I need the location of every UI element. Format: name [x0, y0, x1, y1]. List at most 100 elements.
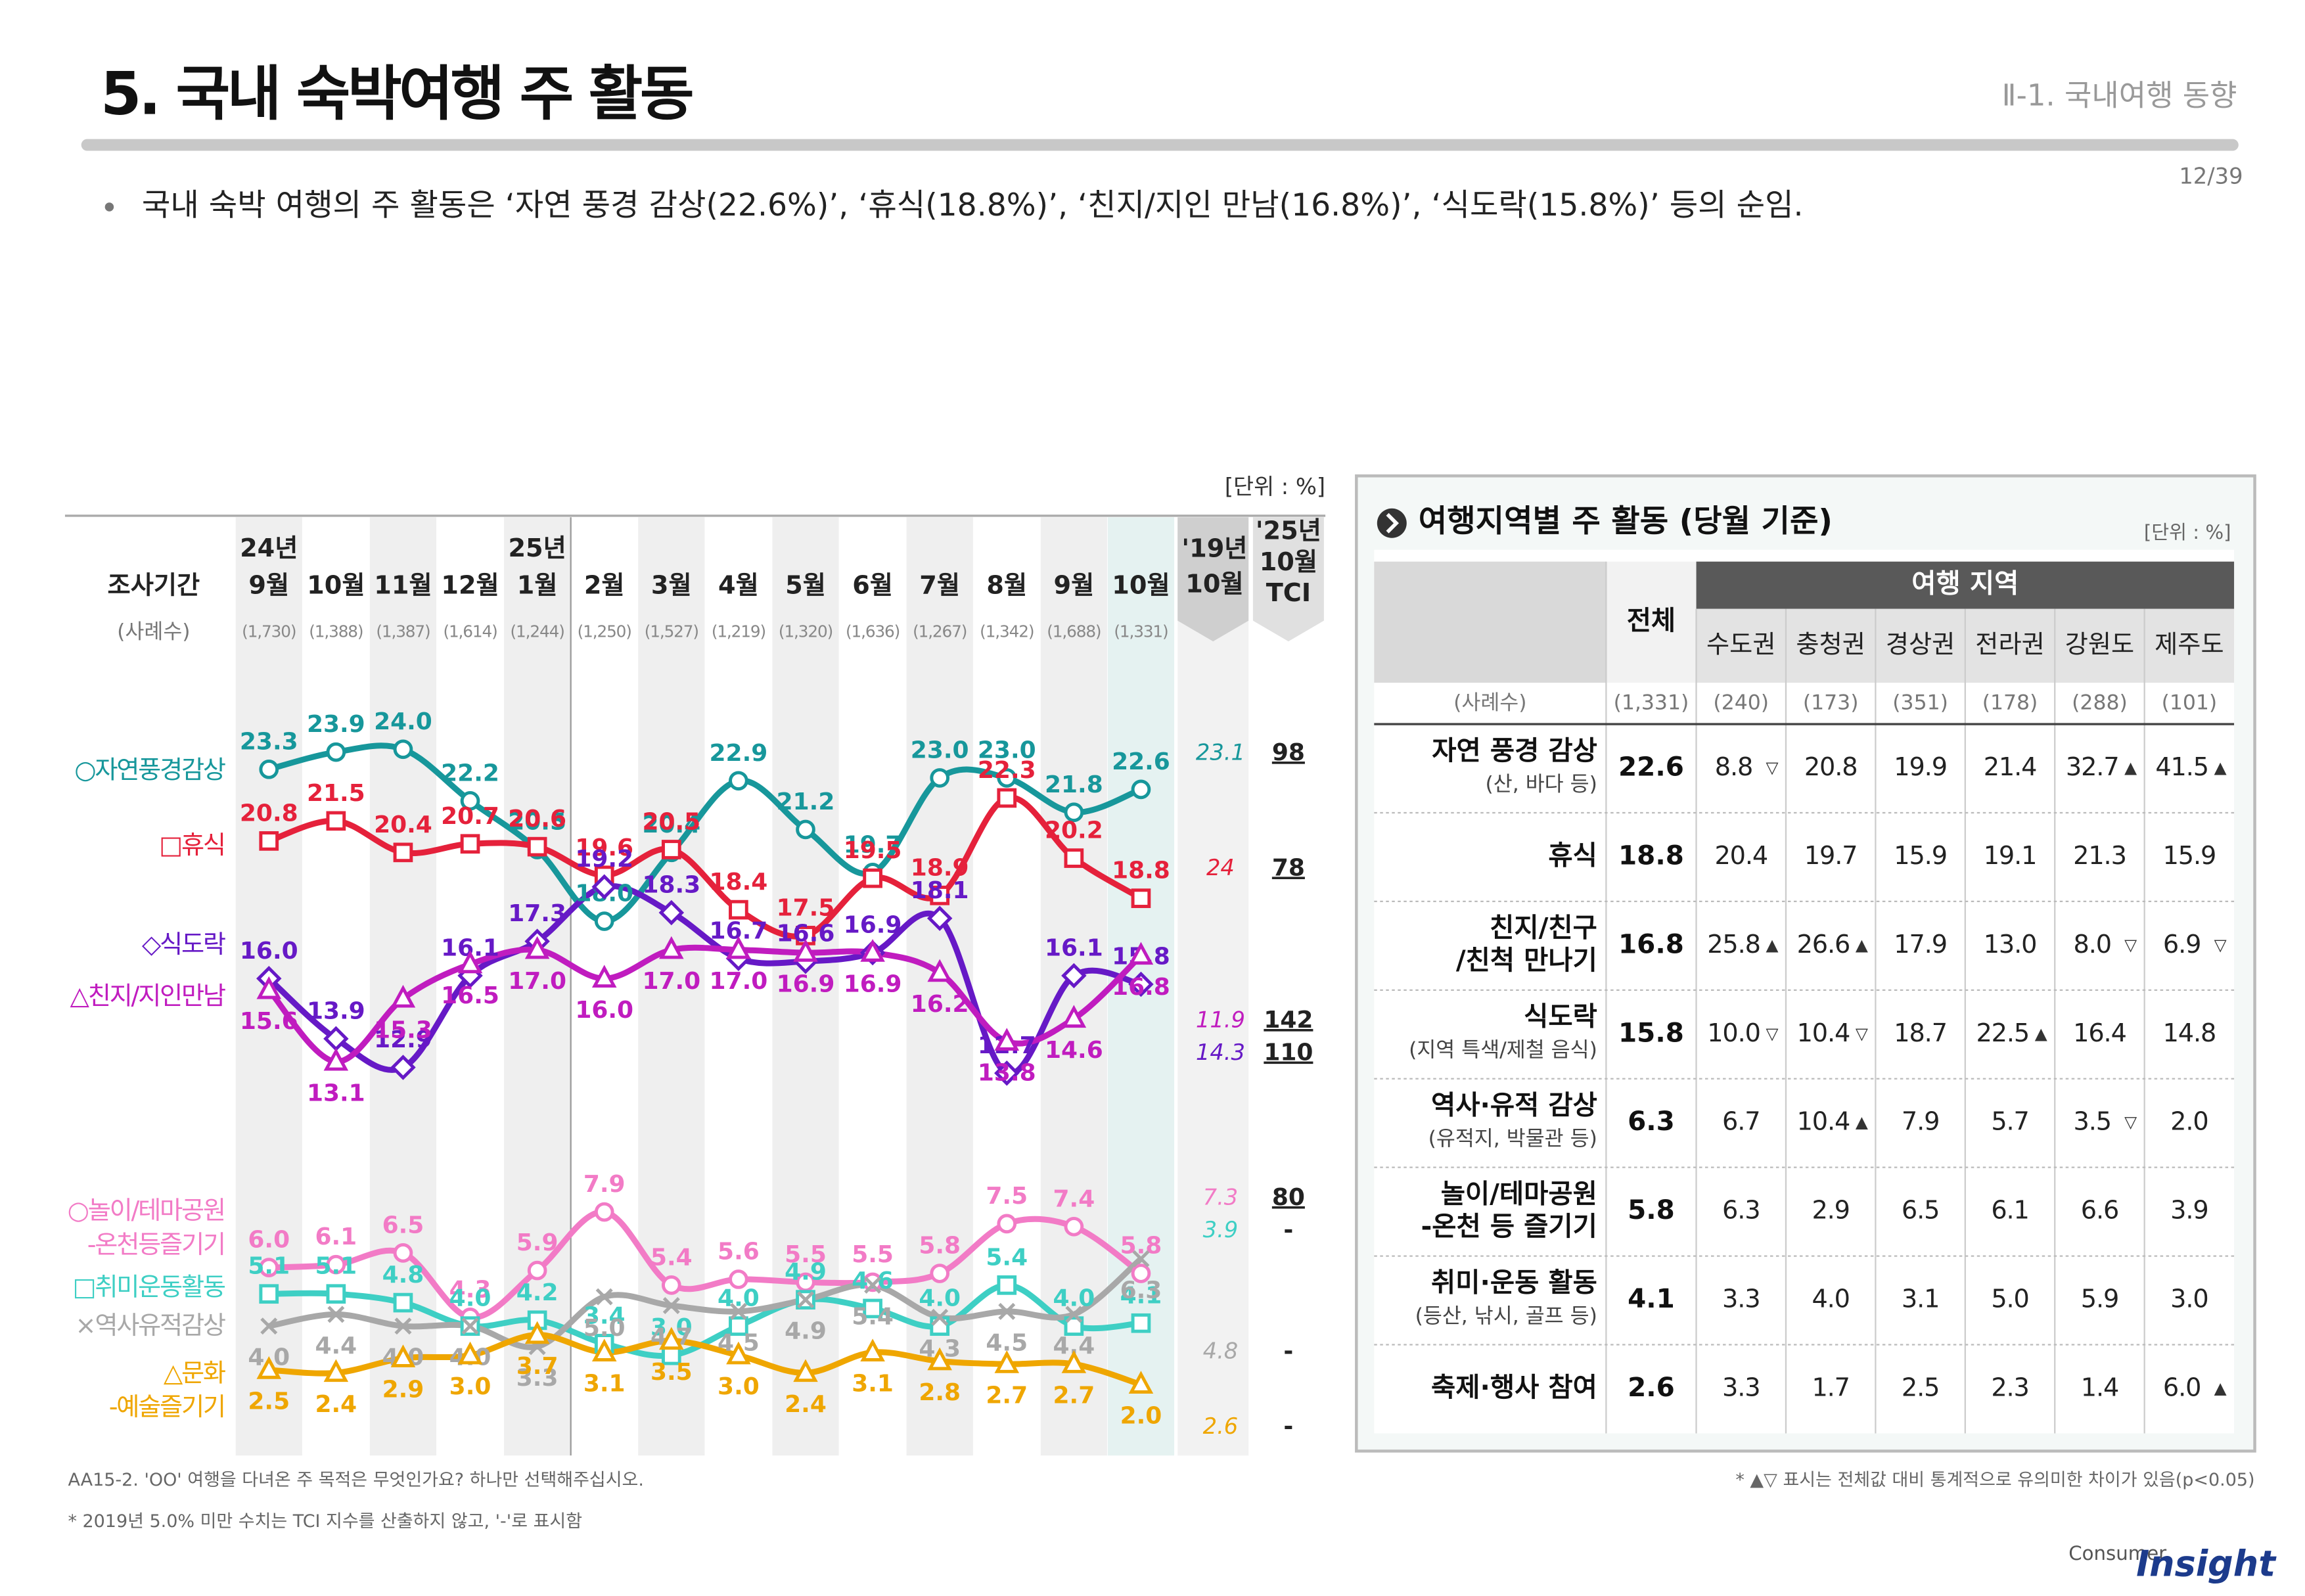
data-label: 4.4	[315, 1333, 357, 1359]
data-label: 18.3	[642, 871, 700, 898]
data-label: 6.3	[1120, 1277, 1162, 1304]
sample-label: (사례수)	[1453, 691, 1526, 715]
sample-size: (1,614)	[443, 622, 497, 641]
cell-value: 22.5	[1976, 1019, 2029, 1048]
data-label: 4.0	[718, 1285, 760, 1312]
tci-header: '25년 10월 TCI	[1256, 516, 1321, 607]
point	[390, 1344, 416, 1367]
point	[1061, 1350, 1087, 1373]
data-label: 14.6	[1045, 1037, 1103, 1064]
period-label: 조사기간	[108, 571, 200, 600]
region-header: 충청권	[1796, 630, 1865, 659]
data-label: 16.9	[844, 912, 902, 939]
point	[796, 819, 815, 840]
point	[729, 900, 748, 920]
data-label: 18.8	[1112, 857, 1170, 884]
cell-value: 2.0	[2170, 1108, 2208, 1137]
point	[259, 759, 279, 779]
cell-value: 25.8	[1707, 930, 1760, 959]
cell-value: 19.7	[1804, 842, 1858, 871]
row-note: (등산, 낚시, 골프 등)	[1415, 1304, 1597, 1328]
point	[1064, 1216, 1084, 1237]
data-label: 22.9	[710, 740, 768, 767]
title-rule	[81, 139, 2239, 151]
data-label: 16.2	[911, 991, 969, 1018]
data-label: 23.0	[911, 737, 969, 764]
point	[930, 1316, 950, 1336]
point	[457, 1341, 483, 1365]
cell-value: 19.9	[1894, 753, 1947, 782]
tci-header-shape	[1252, 517, 1324, 642]
point	[326, 742, 346, 762]
data-label: 23.0	[978, 737, 1036, 764]
data-label: 5.0	[583, 1315, 626, 1342]
data-label: 12.9	[374, 1026, 432, 1053]
region-sample: (178)	[1982, 691, 2038, 715]
point	[1065, 1306, 1083, 1323]
data-label: 20.4	[642, 811, 700, 838]
tci-value: -	[1283, 1216, 1293, 1243]
prev-value: 2.6	[1203, 1413, 1239, 1439]
group-header-bg	[1696, 561, 2235, 609]
data-label: 22.6	[1112, 748, 1170, 775]
cell-value: 6.9	[2163, 930, 2201, 959]
point	[997, 788, 1017, 808]
point	[260, 1317, 278, 1335]
point	[527, 1260, 547, 1281]
cell-value: 8.8	[1715, 753, 1752, 782]
significance-flag: ▲	[1856, 1112, 1868, 1131]
legend-entry: ◇식도락	[142, 930, 225, 959]
data-label: 15.6	[240, 1008, 298, 1035]
region-header: 강원도	[2065, 630, 2134, 659]
point	[860, 1338, 885, 1361]
data-label: 3.5	[650, 1359, 693, 1386]
sample-label: (사례수)	[117, 620, 190, 644]
cell-value: 13.0	[1984, 930, 2037, 959]
point	[323, 1047, 349, 1071]
total-value: 16.8	[1618, 928, 1684, 959]
sample-total: (1,331)	[1614, 691, 1689, 715]
point	[1064, 848, 1084, 868]
chart: [단위 : %] 조사기간 (사례수) '19년 10월'25년 10월 TCI 24년 9월 (…	[64, 474, 1326, 1456]
row-note: (지역 특색/제철 음식)	[1409, 1038, 1597, 1062]
cell-value: 2.5	[1902, 1373, 1939, 1402]
data-label: 5.6	[718, 1238, 760, 1265]
data-label: 5.4	[852, 1303, 894, 1330]
point	[594, 911, 614, 931]
sample-size: (1,636)	[846, 622, 900, 641]
point	[1131, 1264, 1151, 1283]
point	[457, 950, 483, 974]
cell-value: 6.1	[1991, 1197, 2028, 1225]
point	[931, 1308, 949, 1326]
row-label: 축제·행사 참여	[1431, 1371, 1597, 1403]
data-label: 16.1	[1045, 934, 1103, 961]
x-tick-label: 9월	[1053, 571, 1094, 600]
point	[591, 1338, 617, 1361]
cell-value: 8.0	[2074, 930, 2111, 959]
data-label: 4.2	[516, 1279, 559, 1306]
sample-size: (1,219)	[712, 622, 765, 641]
logo-big: Insight	[2136, 1543, 2277, 1584]
total-value: 4.1	[1628, 1283, 1675, 1314]
total-header: 전체	[1627, 604, 1676, 636]
point	[591, 874, 617, 900]
data-label: 4.0	[449, 1285, 491, 1312]
total-value: 2.6	[1628, 1371, 1675, 1403]
legend-entry: □휴식	[159, 831, 225, 860]
row-label: 취미·운동 활동	[1431, 1266, 1597, 1298]
data-label: 18.9	[911, 854, 969, 881]
region-sample: (288)	[2072, 691, 2128, 715]
point	[1131, 1313, 1151, 1333]
total-value: 18.8	[1618, 839, 1684, 871]
total-value: 5.8	[1628, 1194, 1675, 1225]
sample-size: (1,244)	[511, 622, 564, 641]
data-label: 2.5	[248, 1388, 290, 1415]
point	[524, 1321, 550, 1344]
data-label: 4.0	[1053, 1285, 1095, 1312]
cell-value: 41.5	[2155, 753, 2208, 782]
sample-size: (1,730)	[242, 622, 296, 641]
significance-flag: ▽	[2124, 1112, 2137, 1131]
table-area	[1374, 549, 2235, 1434]
data-label: 19.2	[575, 846, 633, 873]
